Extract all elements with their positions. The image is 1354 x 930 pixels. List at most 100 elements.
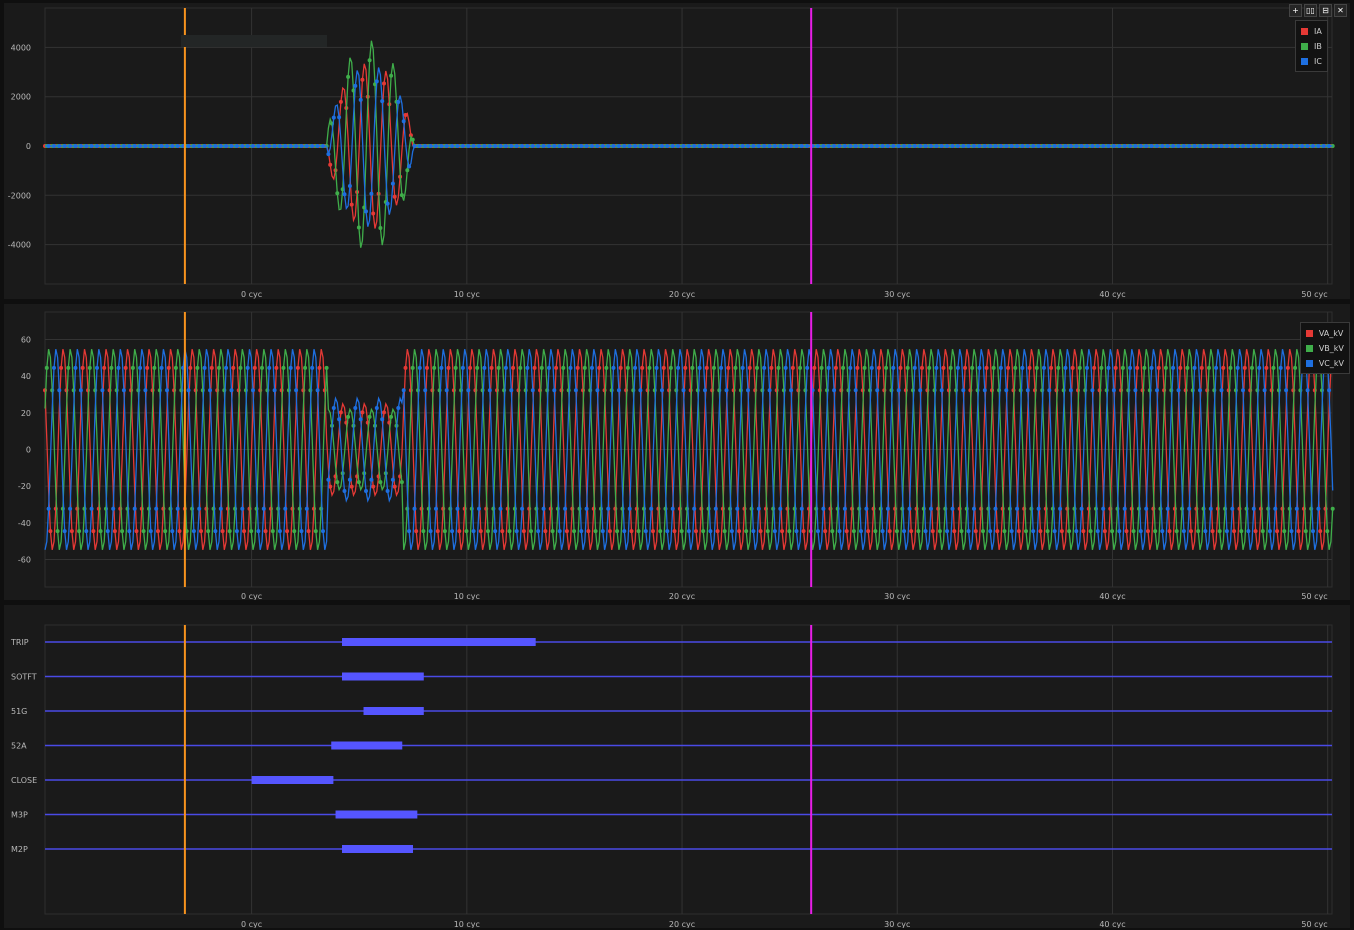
voltage-series-point [378, 480, 383, 485]
voltage-series-point [509, 388, 514, 393]
voltage-series-point [428, 529, 433, 534]
voltage-series-point [948, 365, 953, 370]
current-series-point [277, 144, 282, 148]
voltage-series-point [1002, 529, 1007, 534]
voltage-series-point [1257, 365, 1262, 370]
current-series-point [132, 144, 137, 148]
voltage-series-point [1327, 388, 1332, 393]
voltage-series-point [1081, 529, 1086, 534]
current-series-point [197, 144, 202, 148]
current-series-point [304, 144, 309, 148]
voltage-series-point [638, 388, 643, 393]
voltage-series-point [719, 365, 724, 370]
voltage-series-point [1165, 506, 1170, 511]
voltage-series-point [712, 365, 716, 370]
voltage-series-point [401, 388, 406, 393]
voltage-series-point [1020, 365, 1025, 370]
voltage-series-point [507, 529, 512, 534]
legend-entry[interactable]: VB_kV [1305, 341, 1344, 356]
voltage-series-point [690, 365, 695, 370]
current-series-point [471, 144, 476, 148]
digital-plot-area [44, 624, 1333, 915]
current-series-point [380, 99, 385, 104]
voltage-series-point [708, 529, 713, 534]
voltage-series-point [217, 365, 221, 370]
voltage-y-tick-label: 40 [21, 372, 31, 381]
legend-label: IB [1314, 42, 1322, 51]
voltage-chart[interactable]: 60 40 20 0 -20 -40 -60 0 cyc 10 cyc 20 cyc 30 cyc 4… [4, 304, 1350, 600]
current-series-point [649, 144, 654, 148]
current-series-point [68, 144, 73, 148]
voltage-series-point [455, 506, 460, 511]
current-series-point [735, 144, 740, 148]
voltage-series-point [530, 388, 535, 393]
digital-chart[interactable]: 0 cyc 10 cyc 20 cyc 30 cyc 40 cyc 50 cyc TRIP S… [4, 605, 1350, 928]
voltage-series-point [471, 529, 476, 534]
voltage-y-tick-label: -40 [18, 519, 31, 528]
current-series-point [466, 144, 471, 148]
voltage-series-point [902, 529, 907, 534]
voltage-series-point [283, 506, 288, 511]
current-chart[interactable]: 4000 2000 0 -2000 -4000 0 cyc 10 cyc 20 cyc 30 c… [4, 3, 1350, 299]
digital-channel-label: M3P [11, 811, 28, 820]
voltage-series-point [1198, 388, 1202, 393]
current-series-point [1208, 144, 1213, 148]
voltage-series-point [66, 365, 71, 370]
voltage-series-point [554, 365, 559, 370]
legend-label: IA [1314, 27, 1322, 36]
add-icon[interactable]: + [1289, 4, 1302, 17]
voltage-series-point [163, 529, 168, 534]
current-series-point [224, 144, 229, 148]
voltage-series-point [218, 506, 223, 511]
rows-icon[interactable]: ⊟ [1319, 4, 1332, 17]
digital-chart-panel[interactable]: 0 cyc 10 cyc 20 cyc 30 cyc 40 cyc 50 cyc TRIP S… [4, 605, 1350, 928]
columns-icon[interactable]: ▯▯ [1304, 4, 1317, 17]
voltage-chart-panel[interactable]: 60 40 20 0 -20 -40 -60 0 cyc 10 cyc 20 cyc 30 cyc 4… [4, 304, 1350, 600]
current-series-point [353, 83, 358, 88]
current-series-point [945, 144, 950, 148]
current-series-point [805, 144, 810, 148]
current-series-point [1171, 144, 1176, 148]
voltage-series-point [1163, 365, 1168, 370]
legend-entry[interactable]: IB [1301, 39, 1322, 54]
voltage-series-VC_kV [44, 349, 1334, 550]
voltage-series-point [643, 529, 648, 534]
legend-entry[interactable]: VA_kV [1305, 326, 1344, 341]
current-series-point [568, 144, 573, 148]
voltage-series-point [866, 529, 871, 534]
voltage-series-point [880, 529, 885, 534]
voltage-series-point [503, 365, 508, 370]
digital-channel-active-bar [363, 707, 424, 715]
current-series-point [713, 144, 718, 148]
voltage-series-point [762, 365, 767, 370]
voltage-series-point [148, 529, 153, 534]
current-series-point [1267, 144, 1272, 148]
voltage-series-point [1133, 388, 1138, 393]
legend-entry[interactable]: VC_kV [1305, 356, 1344, 371]
voltage-series-point [801, 529, 806, 534]
current-series-point [665, 144, 670, 148]
legend-entry[interactable]: IC [1301, 54, 1322, 69]
voltage-series-point [347, 477, 352, 482]
current-series-point [1052, 144, 1057, 148]
voltage-series-point [737, 529, 742, 534]
voltage-legend[interactable]: VA_kV VB_kV VC_kV [1299, 322, 1350, 374]
current-series-point [1278, 144, 1283, 148]
close-icon[interactable]: ✕ [1334, 4, 1347, 17]
current-legend[interactable]: IA IB IC [1295, 20, 1328, 72]
digital-channel-active-bar [342, 672, 424, 681]
current-chart-panel[interactable]: 4000 2000 0 -2000 -4000 0 cyc 10 cyc 20 cyc 30 c… [4, 3, 1350, 299]
legend-entry[interactable]: IA [1301, 24, 1322, 39]
voltage-series-point [595, 388, 600, 393]
voltage-series-point [939, 388, 944, 393]
current-series-point [869, 144, 874, 148]
legend-label: VB_kV [1318, 344, 1344, 353]
current-series-point [961, 144, 966, 148]
voltage-series-point [1142, 365, 1147, 370]
voltage-series-point [177, 529, 182, 534]
voltage-series-point [1117, 529, 1122, 534]
voltage-series-point [1074, 529, 1079, 534]
voltage-series-point [1210, 529, 1215, 534]
voltage-series-point [665, 529, 670, 534]
legend-swatch [1301, 58, 1309, 65]
